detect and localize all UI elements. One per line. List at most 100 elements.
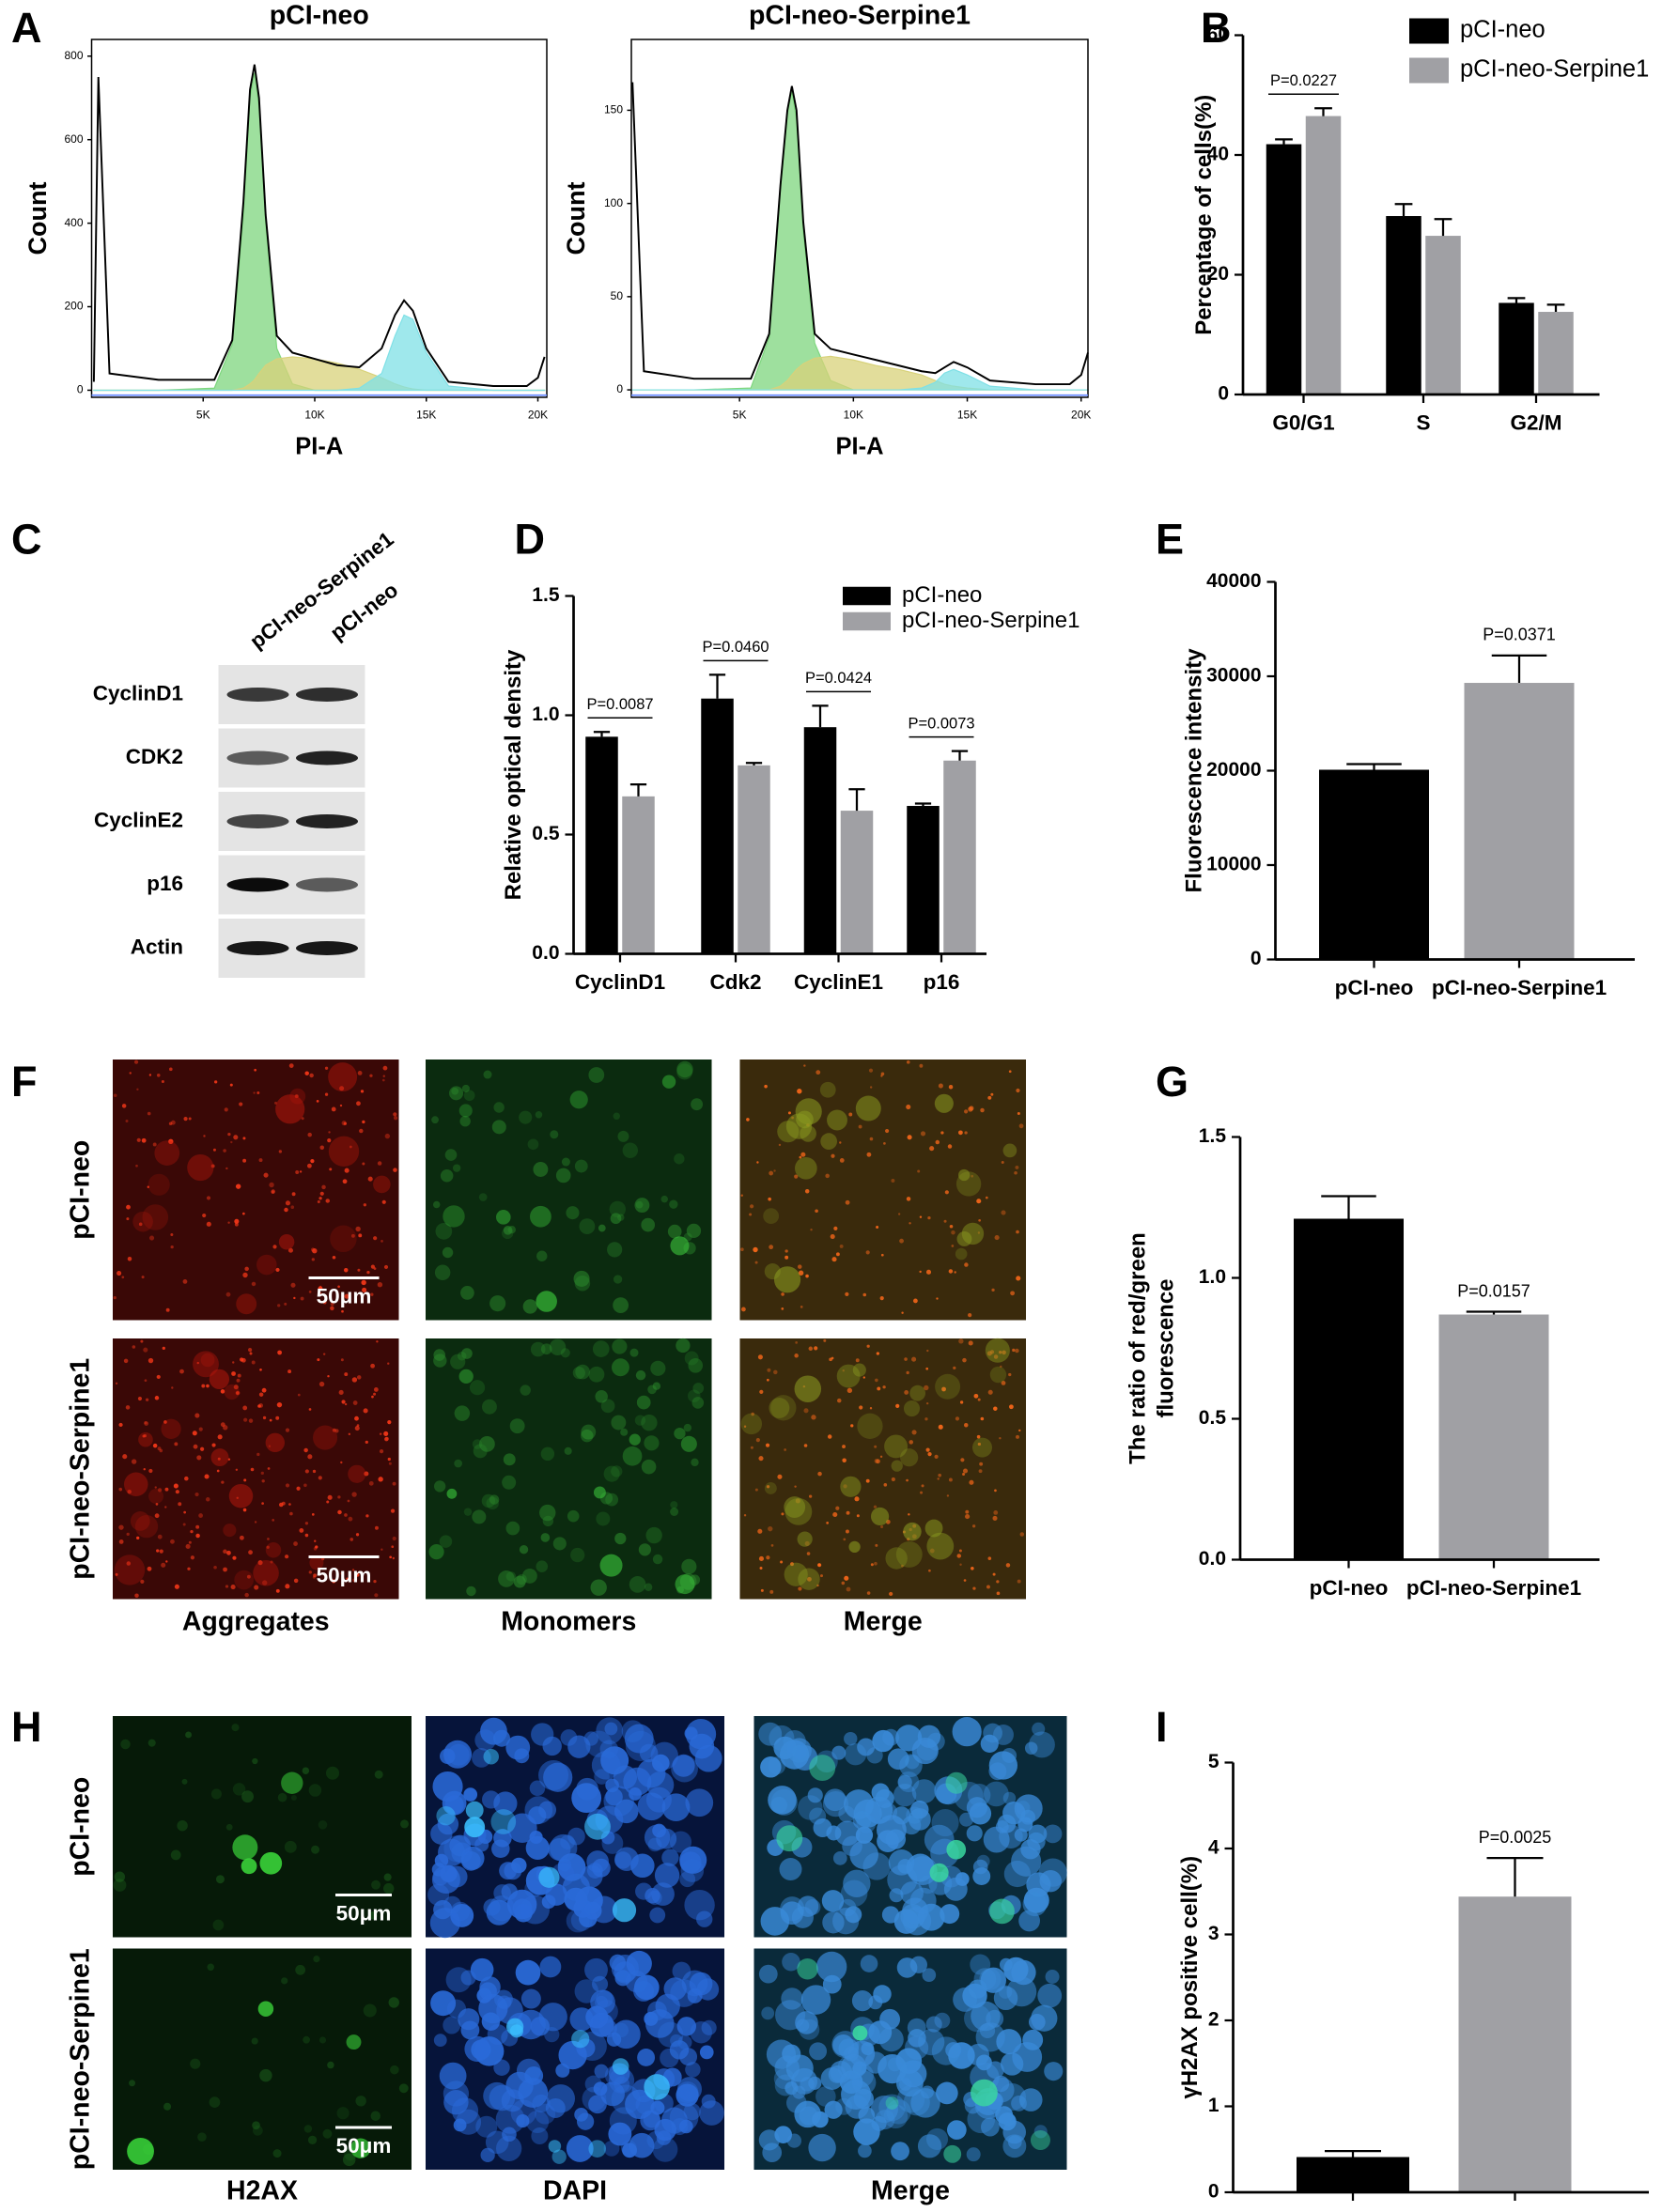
micrograph-cell	[848, 1112, 853, 1117]
micrograph-cell	[362, 1120, 365, 1124]
micrograph-cell	[561, 1157, 570, 1167]
micrograph-cell	[258, 1403, 264, 1408]
micrograph-cell	[899, 1238, 904, 1244]
micrograph-cell	[268, 1445, 272, 1447]
micrograph-cell	[203, 1135, 206, 1137]
micrograph-cell	[1012, 1348, 1016, 1353]
chart-title: pCI-neo	[270, 1, 369, 31]
micrograph-cell	[808, 2133, 836, 2162]
micrograph-cell	[209, 1369, 230, 1390]
micrograph-cell	[293, 1541, 298, 1546]
micrograph-cell	[495, 2104, 525, 2134]
micrograph-cell	[497, 1995, 512, 2010]
micrograph-cell	[387, 1362, 390, 1365]
micrograph-cell	[392, 1556, 396, 1560]
micrograph-cell	[370, 2111, 381, 2121]
micrograph-cell	[895, 1725, 923, 1752]
micrograph-cell	[134, 1593, 139, 1598]
micrograph-cell	[842, 1445, 847, 1448]
micrograph-cell	[307, 1163, 312, 1168]
micrograph-cell	[327, 2061, 334, 2069]
micrograph-cell	[800, 1125, 816, 1142]
micrograph-cell	[971, 2079, 998, 2107]
micrograph-cell	[493, 2059, 510, 2076]
micrograph-cell	[884, 1434, 909, 1459]
micrograph-cell	[258, 1392, 264, 1397]
micrograph-cell	[794, 2100, 821, 2128]
micrograph-cell	[368, 1480, 374, 1486]
micrograph-cell	[904, 1390, 909, 1395]
micrograph-cell	[555, 2063, 570, 2078]
micrograph-cell	[387, 1457, 391, 1462]
y-axis-label: Percentage of cells(%)	[1191, 95, 1217, 335]
micrograph-cell	[326, 1500, 330, 1504]
micrograph-cell	[773, 1266, 801, 1293]
micrograph-cell	[799, 1155, 802, 1159]
micrograph-cell	[1002, 1748, 1017, 1763]
micrograph-cell	[996, 1591, 1001, 1596]
micrograph-cell	[798, 1586, 802, 1591]
micrograph-cell	[794, 1485, 797, 1488]
micrograph-cell	[321, 1184, 326, 1190]
micrograph-cell	[194, 1492, 199, 1497]
micrograph-cell	[866, 1344, 870, 1348]
micrograph-cell	[236, 1391, 240, 1395]
micrograph-cell	[285, 1428, 290, 1432]
micrograph-cell	[803, 1444, 808, 1447]
micrograph-cell	[344, 1402, 348, 1406]
micrograph-cell	[439, 2062, 467, 2090]
micrograph-cell	[183, 1510, 187, 1514]
micrograph-cell	[164, 1506, 167, 1508]
micrograph-cell	[784, 1448, 787, 1451]
micrograph-cell	[161, 1562, 166, 1568]
y-tick-label: 800	[64, 49, 83, 62]
micrograph-cell	[833, 1226, 838, 1230]
micrograph-cell	[232, 1555, 237, 1560]
column-label: Monomers	[501, 1607, 636, 1637]
micrograph-cell	[359, 1128, 364, 1134]
micrograph-cell	[856, 1813, 877, 1833]
micrograph-cell	[355, 1533, 360, 1537]
micrograph-cell	[758, 1456, 764, 1462]
micrograph-cell	[740, 1413, 763, 1435]
micrograph-cell	[947, 1144, 953, 1149]
micrograph-cell	[223, 1524, 237, 1538]
micrograph-cell	[445, 1967, 472, 1993]
micrograph-cell	[225, 1585, 229, 1588]
micrograph-cell	[870, 1563, 874, 1567]
micrograph-cell	[170, 1849, 181, 1861]
error-bar	[1346, 763, 1402, 770]
micrograph-cell	[612, 1358, 629, 1377]
micrograph-cell	[989, 1898, 1015, 1925]
panel-letter: B	[1201, 4, 1232, 52]
micrograph-cell	[242, 1508, 247, 1512]
micrograph-cell	[637, 2049, 656, 2066]
micrograph-cell	[252, 2125, 263, 2136]
micrograph-cell	[190, 2058, 201, 2069]
micrograph-cell	[551, 2149, 567, 2164]
micrograph-cell	[992, 1515, 998, 1521]
error-bar	[1466, 1310, 1522, 1315]
micrograph-cell	[290, 1205, 295, 1209]
micrograph-cell	[382, 1065, 388, 1071]
micrograph-cell	[464, 1817, 486, 1838]
micrograph-cell	[959, 1563, 962, 1566]
micrograph-cell	[1015, 1348, 1019, 1353]
micrograph-cell	[684, 1889, 715, 1921]
micrograph-cell	[608, 2122, 632, 2146]
micrograph-cell	[281, 1977, 288, 1985]
micrograph-cell	[843, 1538, 847, 1541]
micrograph-cell	[309, 1555, 324, 1570]
panel-letter: E	[1156, 515, 1184, 563]
micrograph-cell	[297, 1393, 301, 1397]
y-tick-label: 1.5	[1199, 1125, 1227, 1147]
micrograph-cell	[288, 1063, 294, 1069]
error-bar	[1486, 1856, 1544, 1897]
micrograph	[113, 1948, 412, 2170]
micrograph-cell	[1001, 1210, 1006, 1215]
micrograph-cell	[769, 1398, 790, 1418]
micrograph-cell	[134, 1514, 159, 1539]
micrograph-cell	[370, 1264, 376, 1269]
micrograph-cell	[869, 1137, 874, 1141]
micrograph-cell	[296, 1486, 301, 1491]
